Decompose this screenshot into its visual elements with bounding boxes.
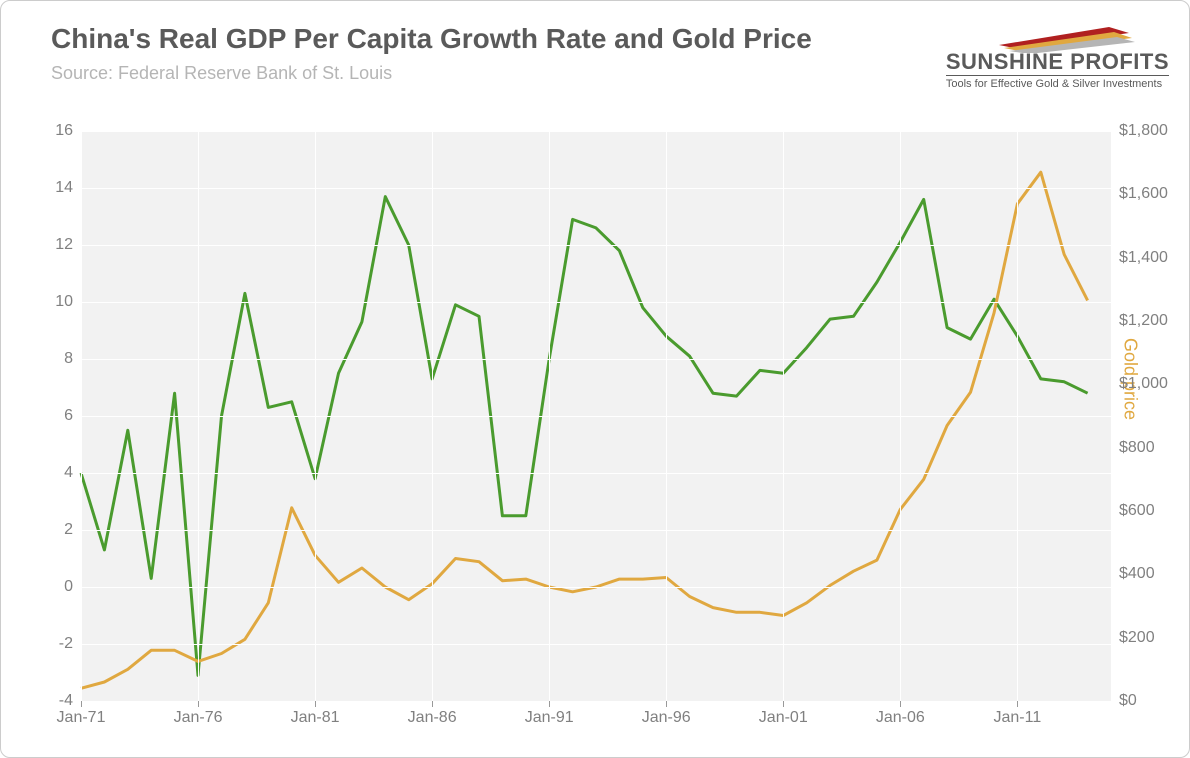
x-tick-label: Jan-06 [876, 709, 925, 727]
y-left-tick-label: 12 [55, 236, 73, 254]
chart-title: China's Real GDP Per Capita Growth Rate … [51, 23, 812, 55]
y-right-tick-label: $0 [1119, 692, 1137, 710]
x-tick-label: Jan-96 [642, 709, 691, 727]
gridline-h [81, 131, 1111, 132]
x-tick-label: Jan-86 [408, 709, 457, 727]
x-tick-label: Jan-76 [174, 709, 223, 727]
gridline-h [81, 302, 1111, 303]
y-left-tick-label: -4 [59, 692, 73, 710]
y-right-tick-label: $200 [1119, 629, 1155, 647]
x-tick [315, 701, 316, 707]
y-left-tick-label: 4 [64, 464, 73, 482]
gridline-h [81, 587, 1111, 588]
gridline-h [81, 359, 1111, 360]
x-tick-label: Jan-01 [759, 709, 808, 727]
gridline-h [81, 416, 1111, 417]
gridline-h [81, 701, 1111, 702]
series-gdp_growth [81, 197, 1088, 676]
chart-subtitle: Source: Federal Reserve Bank of St. Loui… [51, 63, 392, 84]
x-tick [666, 701, 667, 707]
x-tick [198, 701, 199, 707]
y-right-tick-label: $400 [1119, 565, 1155, 583]
y-left-tick-label: 10 [55, 293, 73, 311]
gridline-h [81, 530, 1111, 531]
y-right-tick-label: $1,000 [1119, 375, 1168, 393]
y-left-tick-label: -2 [59, 635, 73, 653]
x-tick [432, 701, 433, 707]
gridline-v [783, 131, 784, 701]
plot-area: -4-20246810121416$0$200$400$600$800$1,00… [81, 131, 1111, 701]
logo-sub: Tools for Effective Gold & Silver Invest… [946, 75, 1169, 90]
x-tick [81, 701, 82, 707]
y-right-tick-label: $800 [1119, 439, 1155, 457]
gridline-h [81, 473, 1111, 474]
x-tick-label: Jan-81 [291, 709, 340, 727]
x-tick-label: Jan-71 [57, 709, 106, 727]
gridline-v [549, 131, 550, 701]
y-left-tick-label: 14 [55, 179, 73, 197]
chart-container: China's Real GDP Per Capita Growth Rate … [0, 0, 1190, 758]
y-right-tick-label: $1,200 [1119, 312, 1168, 330]
y-right-tick-label: $600 [1119, 502, 1155, 520]
gridline-h [81, 245, 1111, 246]
gridline-h [81, 644, 1111, 645]
gridline-v [666, 131, 667, 701]
y-right-tick-label: $1,400 [1119, 249, 1168, 267]
series-gold_price [81, 172, 1088, 688]
gridline-v [315, 131, 316, 701]
x-tick [900, 701, 901, 707]
x-tick-label: Jan-91 [525, 709, 574, 727]
y-left-tick-label: 2 [64, 521, 73, 539]
y-left-tick-label: 6 [64, 407, 73, 425]
x-tick [549, 701, 550, 707]
y-left-tick-label: 0 [64, 578, 73, 596]
y-right-tick-label: $1,800 [1119, 122, 1168, 140]
logo-swoosh-icon [999, 23, 1139, 53]
y-right-tick-label: $1,600 [1119, 185, 1168, 203]
y-left-tick-label: 16 [55, 122, 73, 140]
gridline-v [198, 131, 199, 701]
gridline-v [1017, 131, 1018, 701]
y-left-tick-label: 8 [64, 350, 73, 368]
gridline-h [81, 188, 1111, 189]
gridline-v [81, 131, 82, 701]
logo-block: SUNSHINE PROFITS Tools for Effective Gol… [946, 49, 1169, 90]
x-tick [1017, 701, 1018, 707]
x-tick-label: Jan-11 [993, 709, 1041, 727]
gridline-v [432, 131, 433, 701]
gridline-v [900, 131, 901, 701]
x-tick [783, 701, 784, 707]
